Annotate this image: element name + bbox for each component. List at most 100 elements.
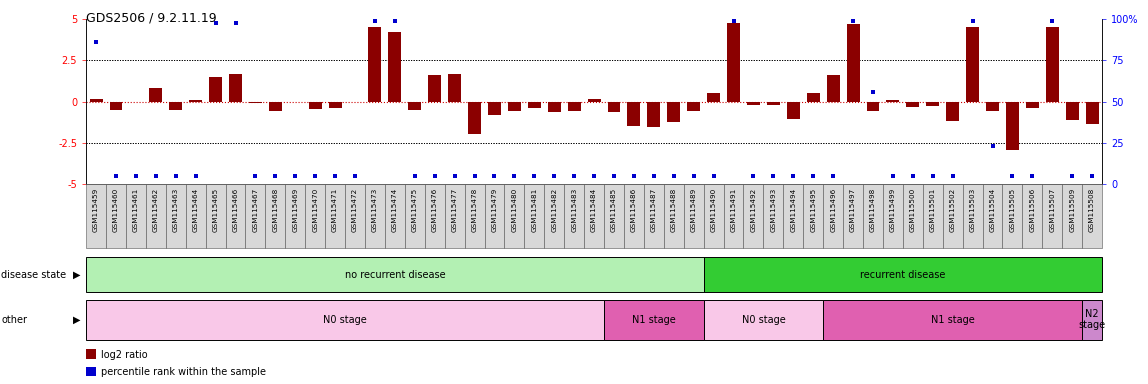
Text: GSM115508: GSM115508 [1089, 187, 1095, 232]
Bar [907, 102, 920, 107]
Point [1044, 18, 1062, 24]
Text: GSM115459: GSM115459 [93, 187, 99, 232]
Bar [843, 184, 863, 248]
Bar [86, 300, 604, 340]
Bar [628, 102, 641, 126]
Bar [106, 184, 126, 248]
Bar [444, 184, 465, 248]
Bar [823, 184, 843, 248]
Bar [647, 102, 660, 126]
Point [525, 173, 543, 179]
Text: GSM115505: GSM115505 [1009, 187, 1016, 232]
Point [426, 173, 444, 179]
Bar [886, 100, 899, 102]
Bar [365, 184, 385, 248]
Bar [246, 184, 265, 248]
Text: GSM115502: GSM115502 [949, 187, 955, 232]
Bar [625, 184, 644, 248]
Bar [286, 184, 305, 248]
Bar [604, 184, 625, 248]
Bar [1062, 184, 1083, 248]
Text: disease state: disease state [1, 270, 67, 280]
Bar [767, 102, 779, 105]
Bar [525, 184, 544, 248]
Bar [684, 184, 704, 248]
Text: GSM115482: GSM115482 [551, 187, 557, 232]
Text: GSM115503: GSM115503 [970, 187, 976, 232]
Bar [588, 99, 600, 102]
Bar [883, 184, 902, 248]
Point [107, 173, 125, 179]
Text: GSM115492: GSM115492 [751, 187, 757, 232]
Point [326, 173, 344, 179]
Point [246, 173, 264, 179]
Text: ▶: ▶ [72, 314, 80, 325]
Bar [488, 102, 501, 115]
Bar [346, 184, 365, 248]
Bar [126, 184, 146, 248]
Bar [783, 184, 804, 248]
Bar [688, 102, 700, 111]
Point [923, 173, 941, 179]
Point [87, 39, 106, 45]
Text: GSM115495: GSM115495 [810, 187, 816, 232]
Text: GSM115494: GSM115494 [790, 187, 797, 232]
Text: GSM115460: GSM115460 [113, 187, 119, 232]
Bar [986, 102, 999, 111]
Text: GSM115465: GSM115465 [212, 187, 218, 232]
Bar [1023, 184, 1042, 248]
Bar [528, 102, 541, 108]
Text: GSM115488: GSM115488 [670, 187, 677, 232]
Bar [607, 102, 620, 113]
Text: GSM115497: GSM115497 [850, 187, 856, 232]
Bar [763, 184, 783, 248]
Text: GSM115507: GSM115507 [1049, 187, 1055, 232]
Point [963, 18, 982, 24]
Text: GSM115498: GSM115498 [870, 187, 876, 232]
Point [207, 20, 225, 26]
Point [844, 18, 862, 24]
Text: GSM115509: GSM115509 [1069, 187, 1076, 232]
Point [884, 173, 902, 179]
Bar [388, 32, 402, 102]
Point [545, 173, 564, 179]
Text: GDS2506 / 9.2.11.19: GDS2506 / 9.2.11.19 [86, 12, 217, 25]
Bar [568, 102, 581, 111]
Bar [786, 102, 800, 119]
Point [266, 173, 285, 179]
Text: GSM115489: GSM115489 [691, 187, 697, 232]
Bar [943, 184, 963, 248]
Bar [1002, 184, 1023, 248]
Text: GSM115471: GSM115471 [332, 187, 339, 232]
Point [166, 173, 185, 179]
Text: GSM115485: GSM115485 [611, 187, 616, 232]
Bar [704, 184, 723, 248]
Bar [507, 102, 521, 111]
Bar [225, 184, 246, 248]
Point [584, 173, 604, 179]
Bar [328, 102, 342, 108]
Point [944, 173, 962, 179]
Text: GSM115476: GSM115476 [432, 187, 437, 232]
Bar [804, 184, 823, 248]
Bar [369, 28, 381, 102]
Text: GSM115486: GSM115486 [631, 187, 637, 232]
Bar [405, 184, 425, 248]
Text: GSM115491: GSM115491 [730, 187, 737, 232]
Point [147, 173, 165, 179]
Point [226, 20, 245, 26]
Bar [644, 184, 664, 248]
Bar [548, 102, 560, 113]
Bar [744, 184, 763, 248]
Point [126, 173, 145, 179]
Text: N1 stage: N1 stage [931, 314, 975, 325]
Point [565, 173, 583, 179]
Text: GSM115472: GSM115472 [352, 187, 358, 232]
Point [465, 173, 483, 179]
Text: other: other [1, 314, 28, 325]
Bar [205, 184, 225, 248]
Text: GSM115466: GSM115466 [233, 187, 239, 232]
Bar [983, 184, 1002, 248]
Text: GSM115481: GSM115481 [532, 187, 537, 232]
Bar [189, 100, 202, 102]
